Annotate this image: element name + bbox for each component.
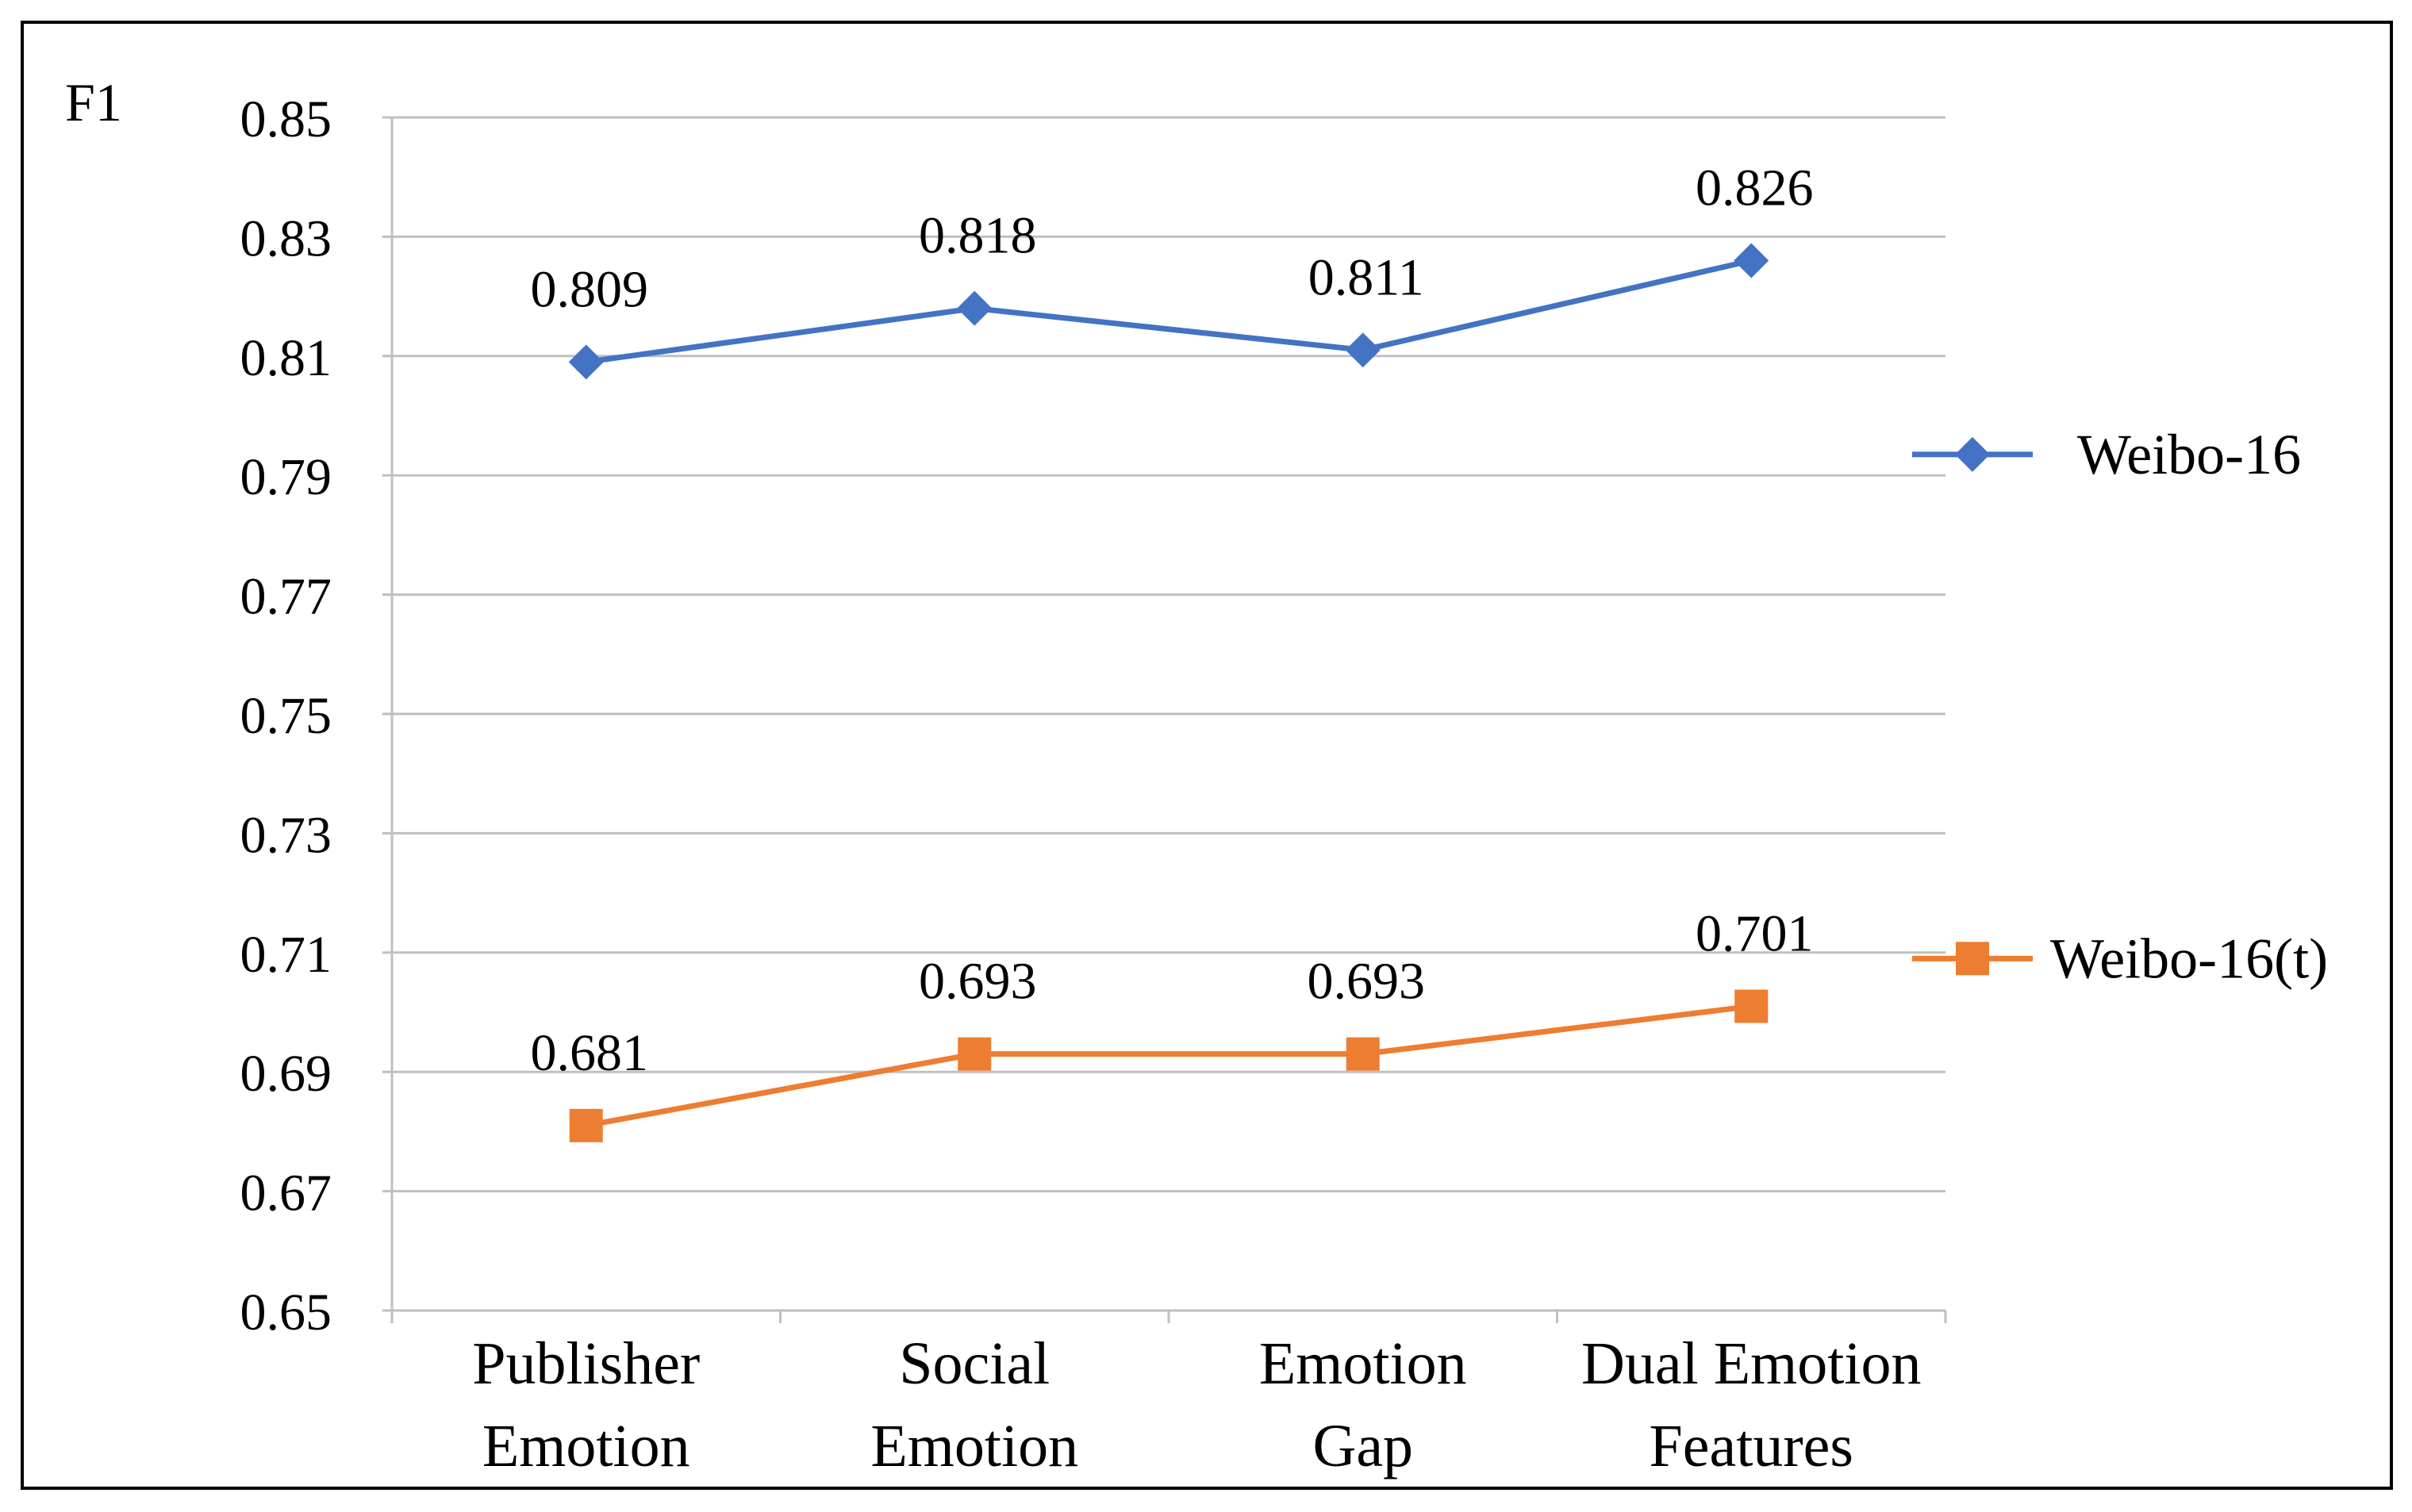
x-tick-label: Emotion (482, 1413, 690, 1479)
y-tick-label: 0.67 (240, 1165, 332, 1222)
data-label: 0.681 (531, 1024, 649, 1082)
data-point-square (1346, 1037, 1380, 1071)
x-tick-label: Emotion (1259, 1330, 1467, 1397)
data-point-square (569, 1108, 603, 1142)
data-label: 0.693 (919, 953, 1037, 1011)
y-tick-label: 0.83 (240, 209, 332, 267)
x-tick-label: Dual Emotion (1581, 1330, 1922, 1397)
y-tick-label: 0.69 (240, 1045, 332, 1103)
series-line-2 (586, 1004, 1752, 1129)
data-label: 0.818 (919, 207, 1037, 265)
data-point-diamond (1734, 243, 1769, 278)
x-tick-labels: Publisher Emotion Social Emotion Emotion Gap D… (472, 1330, 1921, 1479)
y-tick-label: 0.77 (240, 568, 332, 626)
data-label: 0.693 (1308, 953, 1426, 1011)
y-tick-labels: 0.85 0.83 0.81 0.79 0.77 0.75 0.73 0.71 0.69 0.67… (240, 90, 332, 1341)
axes (382, 116, 1947, 1323)
y-tick-label: 0.65 (240, 1284, 332, 1341)
data-point-square (958, 1037, 992, 1071)
series-line-1 (586, 258, 1753, 365)
legend-label: Weibo-16(t) (2050, 927, 2328, 990)
data-label: 0.826 (1696, 159, 1814, 217)
gridlines (392, 116, 1945, 1312)
y-tick-label: 0.85 (240, 90, 332, 148)
y-tick-label: 0.75 (240, 687, 332, 745)
y-tick-label: 0.79 (240, 448, 332, 506)
data-label: 0.809 (531, 260, 649, 318)
legend: Weibo-16 Weibo-16(t) (1912, 423, 2328, 990)
x-tick-label: Features (1650, 1413, 1853, 1479)
y-tick-label: 0.71 (240, 926, 332, 984)
series-layer: 0.809 0.818 0.811 0.826 0.681 0.693 0.693 0.701 (531, 159, 1814, 1142)
chart-border (21, 21, 2393, 1490)
y-axis-title: F1 (65, 72, 122, 132)
y-tick-label: 0.81 (240, 329, 332, 387)
y-tick-label: 0.73 (240, 806, 332, 864)
data-label: 0.701 (1696, 904, 1814, 962)
data-label: 0.811 (1308, 248, 1424, 306)
data-point-square (1734, 989, 1769, 1023)
x-tick-label: Publisher (472, 1330, 700, 1397)
x-tick-label: Emotion (870, 1413, 1078, 1479)
data-point-diamond (957, 290, 993, 326)
legend-marker-diamond (1955, 436, 1990, 472)
x-tick-label: Gap (1312, 1413, 1413, 1479)
legend-marker-square (1956, 942, 1989, 976)
legend-label: Weibo-16 (2077, 423, 2301, 486)
data-point-diamond (1345, 332, 1381, 368)
data-point-diamond (568, 344, 604, 380)
x-tick-label: Social (899, 1330, 1050, 1397)
